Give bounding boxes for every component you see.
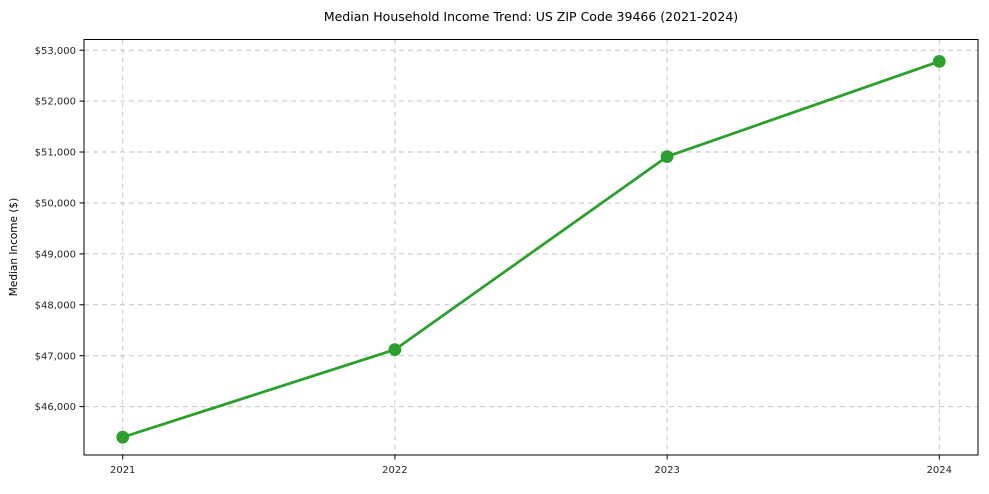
data-series [116,54,946,444]
x-tick-label: 2021 [110,465,135,476]
data-point-2024 [932,54,946,68]
data-point-2022 [388,343,402,356]
y-axis-label: Median Income ($) [8,198,20,296]
plot-border [83,39,979,456]
data-point-2021 [116,430,130,444]
data-point-2023 [660,150,674,164]
y-tick-label: $51,000 [35,148,76,159]
y-tick-label: $50,000 [35,199,76,210]
x-tick-label: 2022 [382,465,407,476]
y-tick-label: $53,000 [35,46,76,57]
chart-title: Median Household Income Trend: US ZIP Co… [324,9,738,24]
x-tick-label: 2024 [927,465,952,476]
y-tick-label: $48,000 [35,300,76,311]
y-tick-label: $46,000 [35,402,76,413]
series-line [122,60,940,439]
y-tick-label: $47,000 [35,351,76,362]
x-tick-label: 2023 [654,465,679,476]
gridlines [84,39,978,455]
y-tick-label: $52,000 [35,97,76,108]
y-tick-label: $49,000 [35,249,76,260]
tick-labels: $46,000 $47,000 $48,000 $49,000 $50,000 $51,0… [35,46,952,476]
axis-ticks [79,49,940,460]
